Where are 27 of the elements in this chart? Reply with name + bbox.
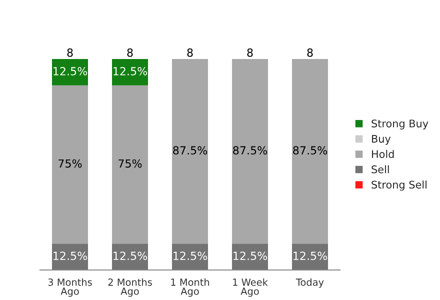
data-label: 75% bbox=[58, 159, 82, 168]
data-label: 12.5% bbox=[54, 67, 88, 76]
annotation: 8 bbox=[187, 48, 193, 57]
data-label: 12.5% bbox=[174, 252, 208, 260]
data-label: 87.5% bbox=[173, 146, 208, 155]
data-label: 12.5% bbox=[114, 67, 148, 76]
legend-label: Strong Sell bbox=[372, 180, 426, 191]
legend-label: Buy bbox=[372, 134, 391, 145]
annotation: 8 bbox=[247, 48, 253, 57]
x-tick-label: Today bbox=[296, 278, 324, 288]
data-label: 12.5% bbox=[54, 252, 88, 260]
x-tick-label: 1 Week Ago bbox=[233, 278, 268, 297]
data-label: 12.5% bbox=[114, 252, 148, 260]
data-label: 75% bbox=[118, 159, 142, 168]
annotation: 8 bbox=[67, 48, 73, 57]
annotation: 8 bbox=[127, 48, 133, 57]
x-tick-label: 1 Month Ago bbox=[171, 278, 210, 297]
x-tick-label: 2 Months Ago bbox=[108, 278, 152, 297]
legend-label: Hold bbox=[372, 150, 394, 158]
data-label: 87.5% bbox=[233, 146, 268, 155]
x-tick-label: 3 Months Ago bbox=[48, 278, 92, 297]
legend-label: Strong Buy bbox=[372, 120, 428, 130]
data-label: 87.5% bbox=[293, 146, 328, 155]
legend-label: Sell bbox=[372, 165, 389, 174]
annotation: 8 bbox=[307, 48, 313, 57]
data-label: 12.5% bbox=[234, 252, 268, 260]
data-label: 12.5% bbox=[294, 252, 328, 260]
